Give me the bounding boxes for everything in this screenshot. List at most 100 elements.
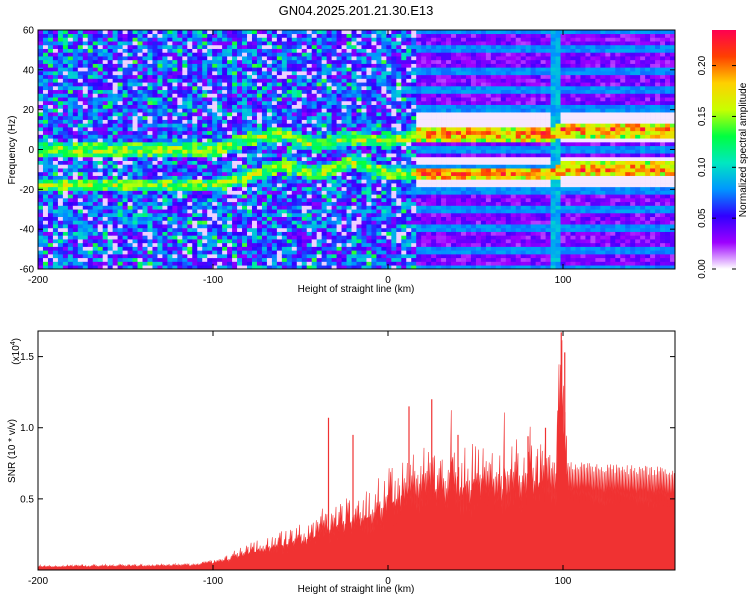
heatmap-cell	[361, 52, 367, 57]
heatmap-cell	[97, 33, 103, 38]
heatmap-cell	[217, 235, 223, 240]
heatmap-cell	[311, 220, 317, 225]
heatmap-cell	[62, 44, 69, 49]
heatmap-cell	[162, 86, 168, 91]
heatmap-cell	[72, 224, 79, 229]
heatmap-cell	[237, 67, 243, 72]
heatmap-cell	[187, 250, 193, 255]
heatmap-cell	[386, 224, 392, 229]
heatmap-cell	[286, 78, 293, 83]
heatmap-cell	[276, 235, 283, 240]
heatmap-cell	[421, 149, 427, 154]
heatmap-cell	[197, 41, 203, 46]
heatmap-cell	[391, 239, 397, 244]
heatmap-cell	[391, 265, 397, 269]
heatmap-cell	[336, 186, 342, 191]
heatmap-cell	[57, 97, 64, 102]
heatmap-cell	[157, 134, 163, 139]
heatmap-cell	[162, 209, 168, 214]
heatmap-cell	[62, 48, 69, 53]
heatmap-cell	[276, 48, 283, 53]
heatmap-cell	[62, 123, 69, 128]
heatmap-cell	[142, 254, 148, 259]
heatmap-cell	[232, 97, 238, 102]
heatmap-cell	[102, 153, 108, 158]
heatmap-cell	[152, 149, 158, 154]
heatmap-cell	[391, 198, 397, 203]
heatmap-cell	[232, 194, 238, 199]
heatmap-cell	[406, 250, 412, 255]
heatmap-cell	[132, 194, 138, 199]
heatmap-cell	[256, 149, 263, 154]
heatmap-cell	[381, 239, 387, 244]
heatmap-cell	[77, 209, 84, 214]
heatmap-cell	[321, 149, 327, 154]
heatmap-cell	[47, 97, 54, 102]
heatmap-cell	[411, 112, 417, 117]
heatmap-cell	[172, 212, 178, 218]
heatmap-cell	[261, 112, 268, 117]
heatmap-cell	[102, 89, 108, 94]
heatmap-cell	[251, 212, 258, 218]
heatmap-cell	[132, 82, 138, 87]
heatmap-cell	[207, 183, 213, 188]
heatmap-cell	[182, 175, 188, 180]
heatmap-cell	[341, 183, 347, 188]
heatmap-cell	[331, 242, 337, 247]
heatmap-cell	[202, 242, 208, 247]
heatmap-cell	[232, 231, 238, 236]
heatmap-cell	[406, 168, 412, 173]
heatmap-cell	[336, 67, 342, 72]
heatmap-cell	[232, 190, 238, 195]
heatmap-cell	[242, 134, 248, 139]
heatmap-cell	[366, 33, 372, 38]
heatmap-cell	[62, 254, 69, 259]
heatmap-cell	[351, 231, 357, 236]
heatmap-cell	[172, 130, 178, 135]
heatmap-cell	[117, 257, 123, 262]
heatmap-cell	[197, 108, 203, 113]
heatmap-cell	[286, 119, 293, 124]
heatmap-cell	[212, 231, 218, 236]
heatmap-cell	[416, 164, 422, 169]
heatmap-cell	[247, 194, 253, 199]
heatmap-cell	[266, 265, 273, 269]
heatmap-cell	[77, 164, 84, 169]
heatmap-cell	[92, 246, 99, 251]
heatmap-cell	[102, 145, 108, 150]
heatmap-cell	[281, 250, 288, 255]
heatmap-cell	[356, 52, 362, 57]
heatmap-cell	[67, 78, 74, 83]
heatmap-cell	[137, 183, 143, 188]
heatmap-cell	[247, 261, 253, 266]
heatmap-cell	[247, 44, 253, 49]
heatmap-cell	[296, 265, 303, 269]
heatmap-cell	[376, 227, 382, 232]
heatmap-cell	[306, 37, 313, 42]
heatmap-cell	[301, 175, 308, 180]
heatmap-cell	[366, 257, 372, 262]
heatmap-cell	[192, 190, 198, 195]
heatmap-cell	[122, 231, 128, 236]
heatmap-cell	[202, 149, 208, 154]
heatmap-cell	[72, 235, 79, 240]
heatmap-cell	[67, 179, 74, 184]
heatmap-cell	[316, 242, 322, 247]
heatmap-cell	[167, 216, 173, 221]
heatmap-cell	[202, 33, 208, 38]
heatmap-cell	[256, 104, 263, 109]
heatmap-cell	[92, 198, 99, 203]
heatmap-cell	[192, 123, 198, 128]
heatmap-cell	[251, 138, 258, 143]
heatmap-cell	[356, 254, 362, 259]
heatmap-cell	[401, 37, 407, 42]
heatmap-cell	[291, 209, 298, 214]
heatmap-cell	[361, 74, 367, 79]
heatmap-cell	[137, 63, 143, 68]
heatmap-cell	[117, 48, 123, 53]
heatmap-cell	[341, 119, 347, 124]
heatmap-cell	[157, 89, 163, 94]
heatmap-cell	[361, 212, 367, 218]
heatmap-cell	[336, 153, 342, 158]
heatmap-cell	[167, 209, 173, 214]
